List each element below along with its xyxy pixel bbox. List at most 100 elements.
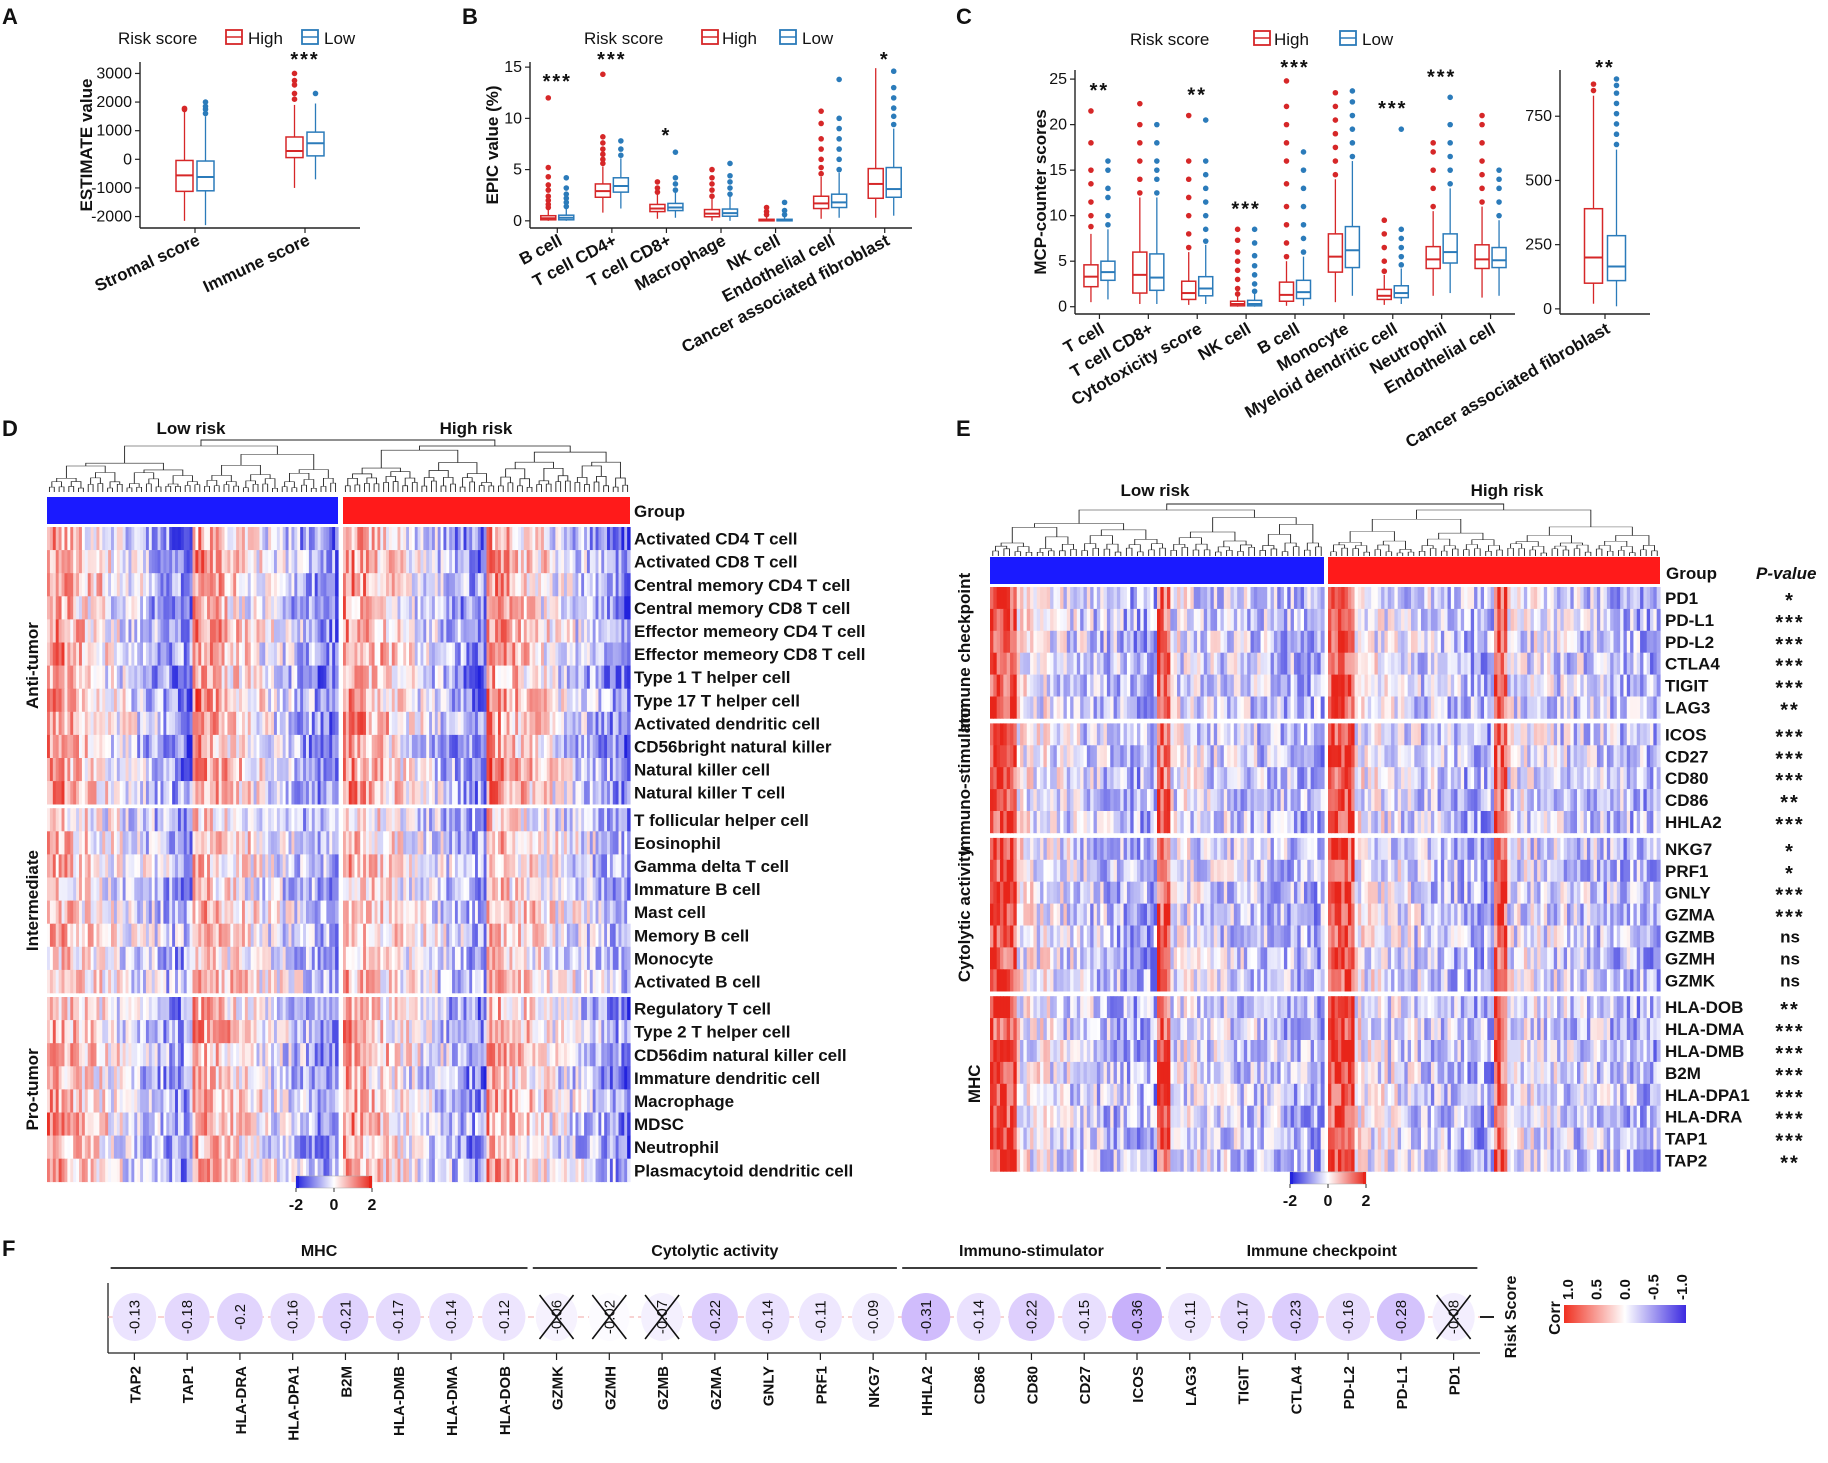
heatmap-d-high-cell [561, 900, 565, 924]
heatmap-d-low-cell [326, 758, 330, 782]
heatmap-d-low-cell [183, 711, 188, 736]
heatmap-d-high-cell [409, 877, 413, 901]
heatmap-d-low-cell [189, 711, 194, 736]
heatmap-d-high-cell [463, 758, 468, 782]
heatmap-d-high-cell [543, 923, 548, 948]
heatmap-d-high-cell [598, 900, 602, 924]
heatmap-d-low-cell [288, 923, 293, 948]
heatmap-d-high-cell [414, 900, 419, 924]
heatmap-d-low-cell [140, 923, 144, 948]
heatmap-d-low-cell [332, 997, 336, 1021]
heatmap-d-high-cell [466, 831, 470, 855]
heatmap-d-low-cell [137, 1066, 141, 1090]
heatmap-d-low-cell [84, 758, 89, 782]
heatmap-d-high-cell [518, 831, 522, 855]
heatmap-d-high-cell [403, 642, 407, 666]
heatmap-d-high-cell [345, 946, 350, 971]
heatmap-d-high-cell [509, 734, 513, 759]
heatmap-d-high-cell [563, 831, 568, 855]
heatmap-d-high-cell [535, 923, 539, 948]
heatmap-d-high-cell [429, 758, 433, 782]
heatmap-d-high-cell [454, 969, 459, 994]
heatmap-d-high-cell [434, 573, 439, 597]
heatmap-d-low-cell [308, 573, 313, 597]
heatmap-d-low-cell [70, 711, 74, 736]
heatmap-d-low-cell [76, 596, 80, 620]
heatmap-d-low-cell [241, 923, 246, 948]
heatmap-d-high-cell [357, 923, 361, 948]
heatmap-d-low-cell [209, 854, 214, 878]
heatmap-d-low-cell [320, 1066, 325, 1090]
heatmap-d-low-cell [122, 596, 127, 620]
heatmap-d-high-cell [440, 781, 445, 805]
heatmap-d-low-cell [244, 688, 249, 713]
heatmap-d-high-cell [575, 619, 579, 643]
heatmap-d-low-cell [236, 573, 240, 597]
heatmap-d-low-cell [259, 596, 263, 620]
heatmap-d-low-cell [175, 923, 179, 948]
heatmap-d-low-cell [163, 1089, 167, 1113]
heatmap-d-high-cell [486, 923, 490, 948]
heatmap-d-low-cell [198, 923, 202, 948]
heatmap-d-high-cell [472, 527, 476, 551]
heatmap-d-low-cell [279, 665, 284, 689]
heatmap-d-high-cell [426, 854, 430, 878]
heatmap-d-low-cell [247, 781, 252, 805]
heatmap-d-high-cell [558, 688, 562, 713]
heatmap-d-high-cell [535, 550, 539, 574]
heatmap-d-high-cell [360, 665, 364, 689]
heatmap-d-low-cell [90, 854, 95, 878]
heatmap-d-low-cell [108, 619, 112, 643]
heatmap-d-high-cell [449, 642, 453, 666]
heatmap-d-low-cell [227, 642, 231, 666]
heatmap-d-low-cell [163, 619, 167, 643]
heatmap-d-high-cell [386, 923, 390, 948]
heatmap-d-low-cell [134, 831, 138, 855]
heatmap-d-high-cell [345, 969, 350, 994]
heatmap-d-low-cell [335, 688, 339, 713]
heatmap-d-low-cell [128, 900, 132, 924]
heatmap-d-low-cell [329, 1066, 333, 1090]
heatmap-d-low-cell [288, 831, 293, 855]
heatmap-d-high-cell [374, 619, 379, 643]
heatmap-d-low-cell [204, 665, 208, 689]
heatmap-d-low-cell [87, 1020, 92, 1044]
heatmap-d-low-cell [175, 596, 179, 620]
heatmap-d-low-cell [67, 808, 71, 832]
heatmap-d-high-cell [469, 665, 473, 689]
heatmap-d-low-cell [145, 1066, 150, 1090]
heatmap-d-high-cell [457, 923, 462, 948]
heatmap-d-low-cell [335, 808, 339, 832]
heatmap-d-low-cell [308, 711, 313, 736]
heatmap-d-low-cell [125, 1020, 130, 1044]
heatmap-d-low-cell [61, 1066, 66, 1090]
heatmap-d-low-cell [180, 781, 185, 805]
heatmap-d-low-cell [262, 946, 266, 971]
heatmap-d-low-cell [143, 781, 147, 805]
legend-c-title: Risk score [1130, 30, 1209, 49]
heatmap-d-low-cell [73, 711, 77, 736]
outlier-point [1137, 121, 1143, 128]
heatmap-d-high-cell [454, 923, 459, 948]
heatmap-d-low-cell [102, 1020, 106, 1044]
heatmap-d-high-cell [354, 642, 358, 666]
heatmap-d-low-cell [317, 923, 322, 948]
heatmap-d-low-cell [55, 969, 60, 994]
heatmap-d-high-cell [368, 642, 373, 666]
heatmap-d-low-cell [297, 619, 301, 643]
heatmap-d-low-cell [47, 642, 51, 666]
heatmap-d-low-cell [189, 688, 194, 713]
legend-a-high-label: High [248, 29, 283, 48]
heatmap-d-low-cell [221, 642, 226, 666]
heatmap-d-low-cell [96, 877, 100, 901]
heatmap-d-low-cell [303, 711, 307, 736]
heatmap-d-low-cell [102, 688, 106, 713]
heatmap-d-low-cell [268, 573, 272, 597]
heatmap-d-high-cell [409, 711, 413, 736]
heatmap-d-low-cell [300, 877, 304, 901]
heatmap-d-high-cell [543, 596, 548, 620]
heatmap-d-high-cell [535, 711, 539, 736]
heatmap-d-low-cell [230, 573, 234, 597]
outlier-point [1234, 249, 1241, 255]
heatmap-d-high-cell [374, 596, 379, 620]
